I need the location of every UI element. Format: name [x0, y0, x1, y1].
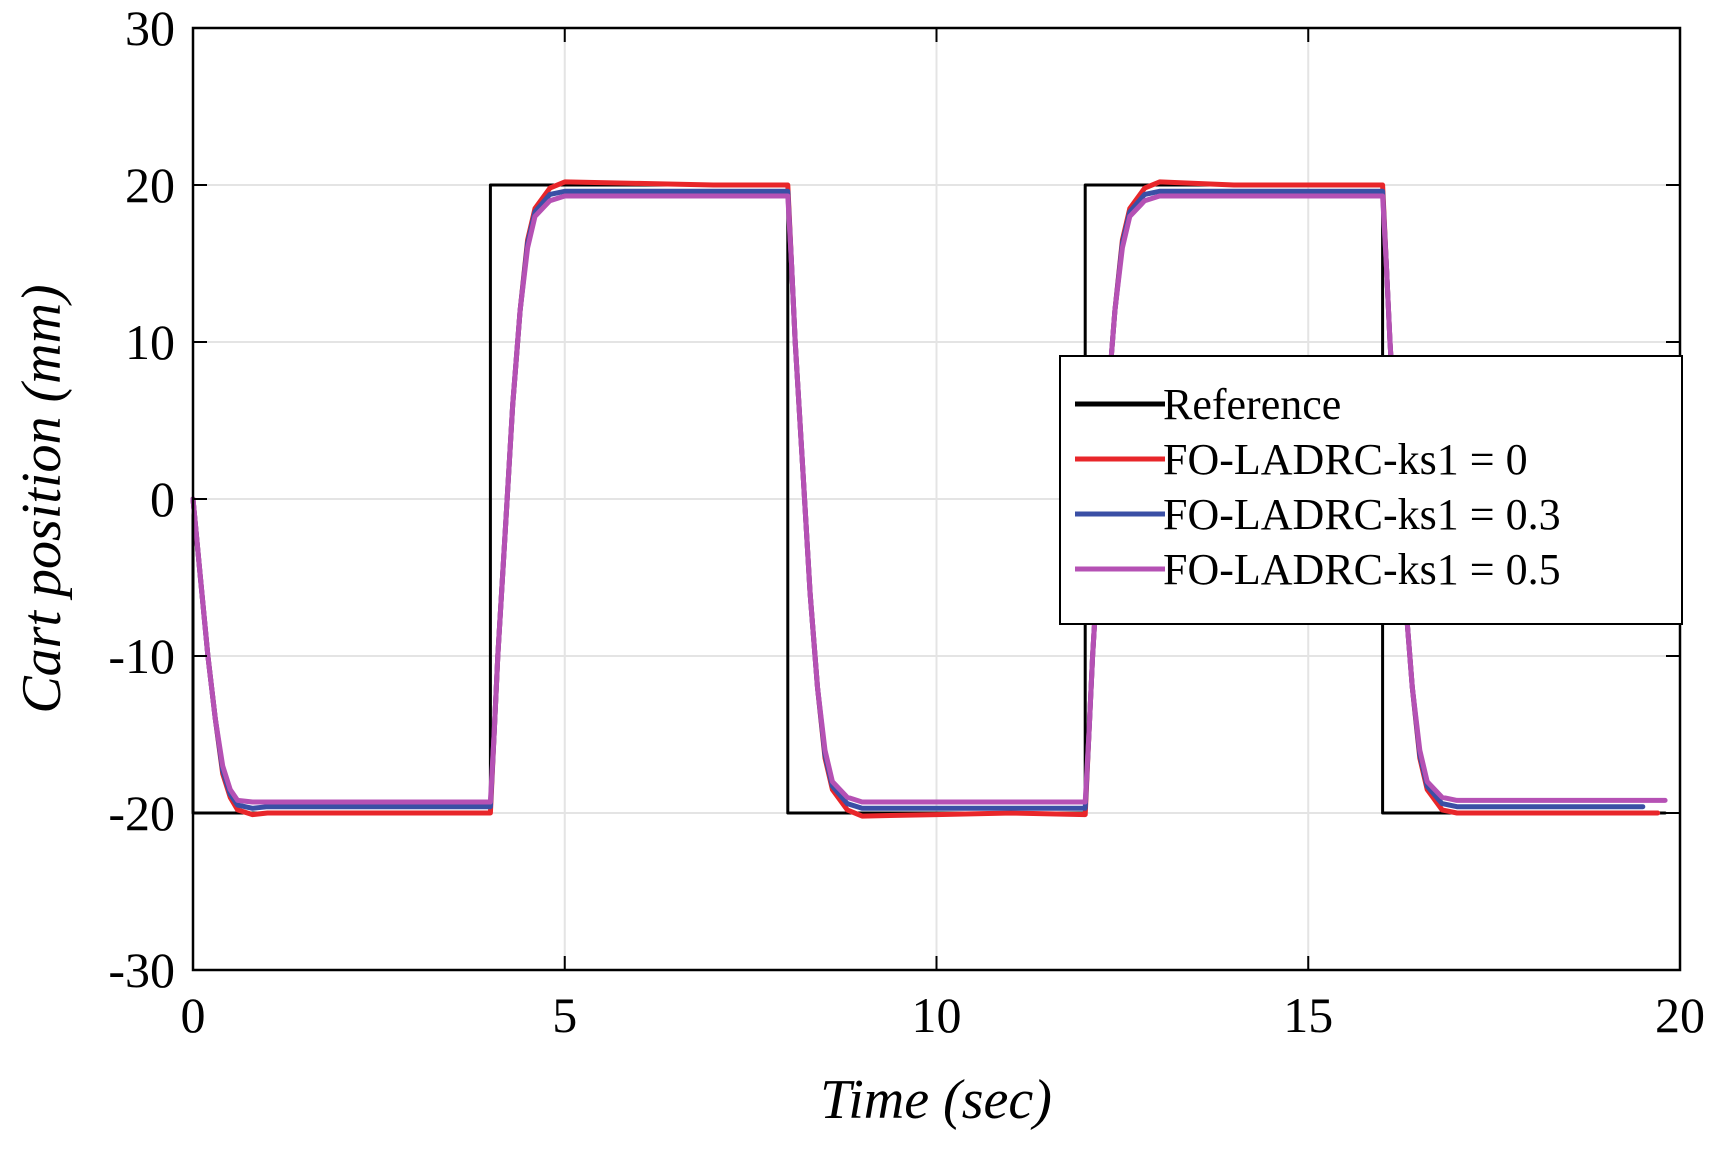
x-tick-label: 5 — [552, 987, 577, 1043]
y-tick-label: 20 — [125, 157, 175, 213]
legend-label-1: FO-LADRC-ks1 = 0 — [1163, 435, 1528, 484]
legend-box — [1059, 355, 1683, 625]
x-axis-label: Time (sec) — [820, 1069, 1052, 1131]
y-tick-label: 0 — [150, 471, 175, 527]
legend-label-2: FO-LADRC-ks1 = 0.3 — [1163, 490, 1561, 539]
y-tick-label: -30 — [108, 942, 175, 998]
legend: Reference FO-LADRC-ks1 = 0 FO-LADRC-ks1 = … — [1059, 355, 1683, 625]
legend-entries: Reference FO-LADRC-ks1 = 0 FO-LADRC-ks1 = … — [1075, 380, 1561, 594]
y-tick-label: 30 — [125, 0, 175, 56]
x-tick-label: 15 — [1283, 987, 1333, 1043]
x-tick-label: 10 — [912, 987, 962, 1043]
y-tick-label: -20 — [108, 785, 175, 841]
tick-labels: 0 5 10 15 20 -30 -20 -10 0 10 20 30 — [108, 0, 1705, 1043]
y-axis-label: Cart position (mm) — [11, 284, 73, 713]
x-tick-label: 0 — [181, 987, 206, 1043]
grid — [192, 27, 1681, 971]
y-tick-label: 10 — [125, 314, 175, 370]
legend-label-0: Reference — [1163, 380, 1341, 429]
legend-label-3: FO-LADRC-ks1 = 0.5 — [1163, 545, 1561, 594]
x-tick-label: 20 — [1655, 987, 1705, 1043]
y-tick-label: -10 — [108, 628, 175, 684]
